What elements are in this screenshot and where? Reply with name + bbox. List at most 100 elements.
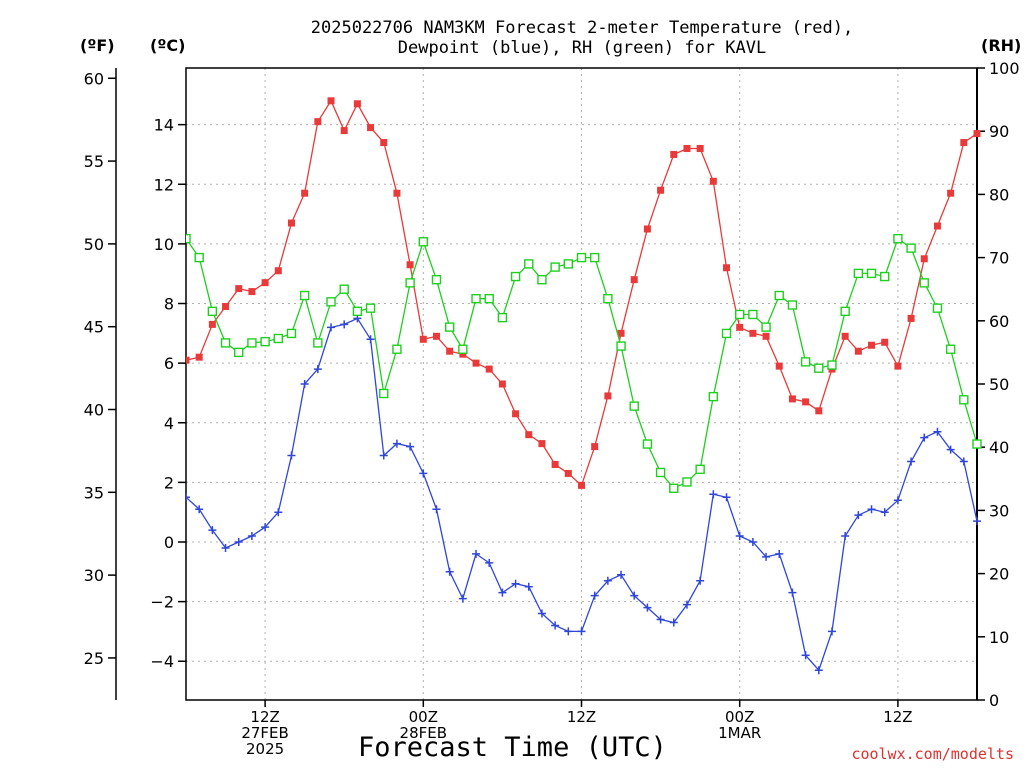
2-meter-temperature-point	[775, 362, 783, 370]
rh-point	[431, 275, 442, 285]
2-meter-temperature-point	[643, 225, 651, 233]
rh-point	[695, 464, 705, 475]
rh-point	[603, 293, 613, 304]
rh-point	[787, 300, 798, 310]
rh-point	[945, 344, 956, 354]
rh-point	[919, 278, 929, 288]
2-meter-temperature-point	[353, 100, 361, 108]
rh-point	[721, 328, 732, 339]
2-meter-temperature-point	[261, 279, 269, 287]
rh-tick-label: 80	[989, 185, 1009, 204]
dewpoint-point	[432, 505, 441, 514]
2-meter-temperature-point	[802, 398, 810, 406]
dewpoint-point	[208, 526, 217, 535]
rh-point	[379, 388, 389, 399]
dewpoint-point	[775, 549, 784, 558]
chart-title-line1: 2025022706 NAM3KM Forecast 2-meter Tempe…	[310, 18, 854, 38]
rh-point	[959, 395, 969, 405]
rh-point	[537, 275, 547, 285]
dewpoint-point	[261, 523, 270, 532]
2-meter-temperature-point	[933, 222, 941, 230]
rh-point	[629, 401, 639, 411]
rh-point	[866, 268, 877, 279]
series-group	[186, 97, 982, 675]
2-meter-temperature-point	[208, 320, 216, 328]
rh-point	[708, 391, 719, 402]
2-meter-temperature-point	[854, 347, 862, 355]
dewpoint-point	[472, 549, 481, 558]
rh-point	[471, 293, 481, 304]
rh-point	[893, 233, 903, 244]
rh-point	[299, 290, 310, 301]
2-meter-temperature-point	[591, 443, 599, 451]
rh-point	[682, 477, 692, 487]
dewpoint-point	[498, 588, 507, 597]
2-meter-temperature-point	[340, 127, 348, 135]
x-tick-label: 27FEB	[241, 724, 288, 742]
rh-point	[194, 252, 204, 263]
rh-tick-label: 10	[989, 628, 1009, 647]
dewpoint-point	[669, 618, 678, 627]
x-tick-label: 28FEB	[400, 724, 447, 742]
rh-tick-label: 30	[989, 501, 1009, 520]
2-meter-temperature-point	[314, 118, 322, 126]
2-meter-temperature-point	[472, 359, 480, 367]
2-meter-temperature-point	[947, 189, 955, 197]
dewpoint-point	[827, 627, 836, 636]
2-meter-temperature-point	[630, 276, 638, 284]
rh-point	[444, 322, 455, 332]
celsius-tick-label: 8	[164, 295, 174, 314]
rh-point	[260, 336, 270, 347]
dewpoint-point	[186, 493, 190, 502]
dewpoint-point	[590, 591, 599, 600]
rh-point	[576, 252, 587, 263]
dewpoint-point	[946, 445, 955, 454]
2-meter-temperature-point	[617, 329, 625, 337]
rh-point	[458, 344, 468, 354]
dewpoint-point	[735, 532, 744, 541]
rh-point	[748, 309, 758, 320]
rh-point	[774, 290, 784, 301]
2-meter-temperature-point	[327, 97, 335, 105]
fahrenheit-tick-label: 25	[84, 649, 104, 668]
dewpoint-point	[274, 508, 283, 517]
fahrenheit-tick-label: 30	[84, 566, 104, 585]
fahrenheit-tick-label: 35	[84, 483, 104, 502]
dewpoint-point	[366, 335, 375, 344]
x-tick-label: 1MAR	[718, 724, 761, 742]
2-meter-temperature-point	[235, 285, 243, 293]
2-meter-temperature-point	[696, 144, 704, 152]
fahrenheit-tick-label: 60	[84, 69, 104, 88]
2-meter-temperature-point	[749, 329, 757, 337]
rh-point	[642, 439, 653, 449]
dewpoint-point	[617, 570, 626, 579]
2-meter-temperature-point	[841, 332, 849, 340]
rh-point	[880, 271, 890, 282]
2-meter-temperature-point	[683, 144, 691, 152]
fahrenheit-tick-label: 40	[84, 401, 104, 420]
rh-point	[827, 360, 837, 370]
dewpoint-point	[392, 439, 401, 448]
rh-point	[220, 338, 231, 348]
rh-point	[286, 328, 297, 339]
dewpoint-point	[656, 615, 665, 624]
2-meter-temperature-point	[367, 124, 375, 132]
2-meter-temperature-point	[973, 130, 981, 138]
rh-point	[484, 293, 494, 304]
celsius-tick-label: 12	[154, 175, 174, 194]
rh-point	[840, 306, 850, 317]
dewpoint-point	[603, 576, 612, 585]
dewpoint-point	[893, 496, 902, 505]
rh-tick-label: 40	[989, 438, 1009, 457]
2-meter-temperature-point	[512, 410, 520, 418]
dewpoint-point	[722, 493, 731, 502]
dewpoint-point	[973, 517, 981, 526]
2-meter-temperature-point	[432, 332, 440, 340]
dewpoint-point	[247, 532, 256, 541]
celsius-tick-label: 14	[154, 116, 174, 135]
dewpoint-point	[524, 582, 533, 591]
2-meter-temperature-point	[446, 347, 454, 355]
rh-point	[800, 357, 811, 367]
dewpoint-point	[854, 511, 863, 520]
rh-point	[186, 233, 191, 244]
